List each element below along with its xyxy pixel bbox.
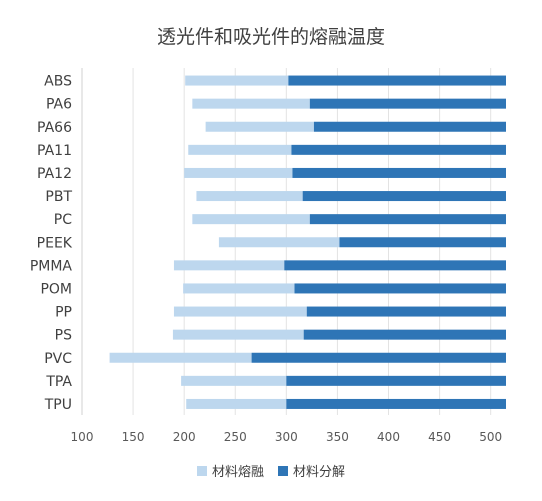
decompose-bar-tpu[interactable] — [286, 398, 506, 409]
melt-bar-ps[interactable] — [172, 329, 304, 340]
decompose-bar-ps[interactable] — [303, 329, 506, 340]
x-tick-label: 450 — [428, 430, 451, 444]
category-label: PA12 — [37, 166, 72, 182]
x-tick-label: 400 — [377, 430, 400, 444]
decompose-bar-pmma[interactable] — [284, 260, 506, 271]
legend-label-decompose: 材料分解 — [293, 465, 346, 480]
legend-label-melt: 材料熔融 — [211, 465, 264, 480]
legend: 材料熔融 材料分解 — [0, 461, 542, 480]
melt-bar-pa6[interactable] — [192, 98, 310, 109]
category-label: PA11 — [37, 143, 72, 159]
category-label: PA6 — [46, 97, 72, 113]
x-tick-label: 100 — [71, 430, 94, 444]
melt-bar-abs[interactable] — [185, 75, 289, 86]
melt-bar-pvc[interactable] — [109, 352, 252, 363]
decompose-bar-pp[interactable] — [306, 306, 506, 317]
x-tick-label: 250 — [224, 430, 247, 444]
melt-bar-pp[interactable] — [173, 306, 307, 317]
melt-bar-pc[interactable] — [192, 214, 310, 225]
category-label: TPU — [44, 397, 72, 413]
decompose-bar-pvc[interactable] — [251, 352, 506, 363]
x-tick-label: 200 — [173, 430, 196, 444]
category-label: PS — [55, 328, 72, 344]
melt-bar-pbt[interactable] — [196, 191, 303, 202]
category-label: PP — [55, 305, 72, 321]
decompose-bar-abs[interactable] — [288, 75, 506, 86]
melt-bar-pa11[interactable] — [188, 144, 292, 155]
category-label: ABS — [44, 74, 72, 90]
melt-bar-pom[interactable] — [183, 283, 295, 294]
decompose-bar-pa6[interactable] — [309, 98, 506, 109]
decompose-bar-pa66[interactable] — [313, 121, 506, 132]
category-label: PVC — [44, 351, 72, 367]
category-label: PMMA — [30, 258, 73, 274]
decompose-bar-pa11[interactable] — [291, 144, 506, 155]
melt-bar-pmma[interactable] — [173, 260, 285, 271]
melt-bar-tpa[interactable] — [181, 375, 287, 386]
decompose-bar-pbt[interactable] — [302, 191, 506, 202]
category-label: PC — [54, 212, 72, 228]
category-label: PA66 — [37, 120, 72, 136]
x-tick-label: 150 — [122, 430, 145, 444]
decompose-bar-tpa[interactable] — [286, 375, 506, 386]
chart-title: 透光件和吸光件的熔融温度 — [156, 26, 385, 48]
category-label: POM — [40, 281, 72, 297]
legend-swatch-melt — [196, 465, 207, 476]
category-label: PBT — [45, 189, 72, 205]
legend-item-decompose[interactable]: 材料分解 — [278, 461, 345, 480]
decompose-bar-pc[interactable] — [309, 214, 506, 225]
melt-bar-peek[interactable] — [218, 237, 340, 248]
decompose-bar-pa12[interactable] — [292, 167, 506, 178]
melt-bar-pa12[interactable] — [184, 167, 293, 178]
category-label: PEEK — [37, 235, 73, 251]
legend-item-melt[interactable]: 材料熔融 — [196, 461, 264, 480]
decompose-bar-peek[interactable] — [339, 237, 506, 248]
legend-swatch-decompose — [278, 465, 288, 476]
x-tick-label: 500 — [479, 430, 502, 444]
melt-bar-tpu[interactable] — [186, 398, 287, 409]
x-tick-label: 350 — [326, 430, 349, 444]
x-tick-label: 300 — [275, 430, 298, 444]
decompose-bar-pom[interactable] — [294, 283, 506, 294]
melt-bar-pa66[interactable] — [205, 121, 314, 132]
category-label: TPA — [45, 374, 72, 390]
